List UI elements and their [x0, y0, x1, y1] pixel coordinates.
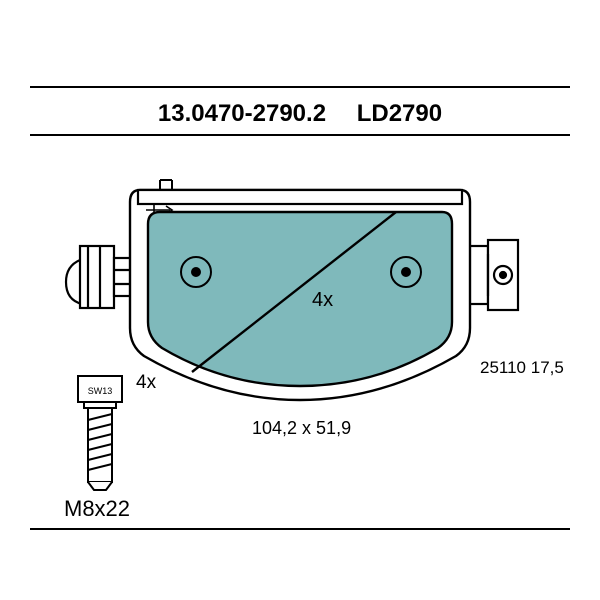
- header: 13.0470-2790.2 LD2790: [0, 100, 600, 128]
- pad-hole-right: [391, 257, 421, 287]
- brake-pad-svg: Ate: [60, 150, 540, 430]
- pad-ref-thickness: 25110 17,5: [480, 358, 564, 378]
- header-rule: [30, 134, 570, 136]
- brake-pad-diagram: Ate: [60, 150, 540, 430]
- friction-surface: [148, 212, 452, 386]
- pad-body: [130, 180, 470, 400]
- figure-container: 13.0470-2790.2 LD2790 Ate: [0, 0, 600, 600]
- part-code: LD2790: [357, 100, 442, 127]
- part-number: 13.0470-2790.2: [158, 100, 326, 127]
- bolt-size: M8x22: [64, 496, 130, 522]
- pad-dimensions: 104,2 x 51,9: [252, 418, 351, 439]
- bolt-qty: 4x: [136, 372, 156, 394]
- bottom-rule: [30, 528, 570, 530]
- bolt-diagram: SW13: [70, 370, 130, 510]
- pad-qty-label: 4x: [312, 289, 333, 311]
- bolt-svg: SW13: [70, 370, 130, 510]
- bolt-socket-label: SW13: [88, 386, 113, 396]
- right-bracket: [468, 240, 518, 310]
- pad-hole-left: [181, 257, 211, 287]
- top-rule: [30, 86, 570, 88]
- left-clip: [66, 246, 134, 308]
